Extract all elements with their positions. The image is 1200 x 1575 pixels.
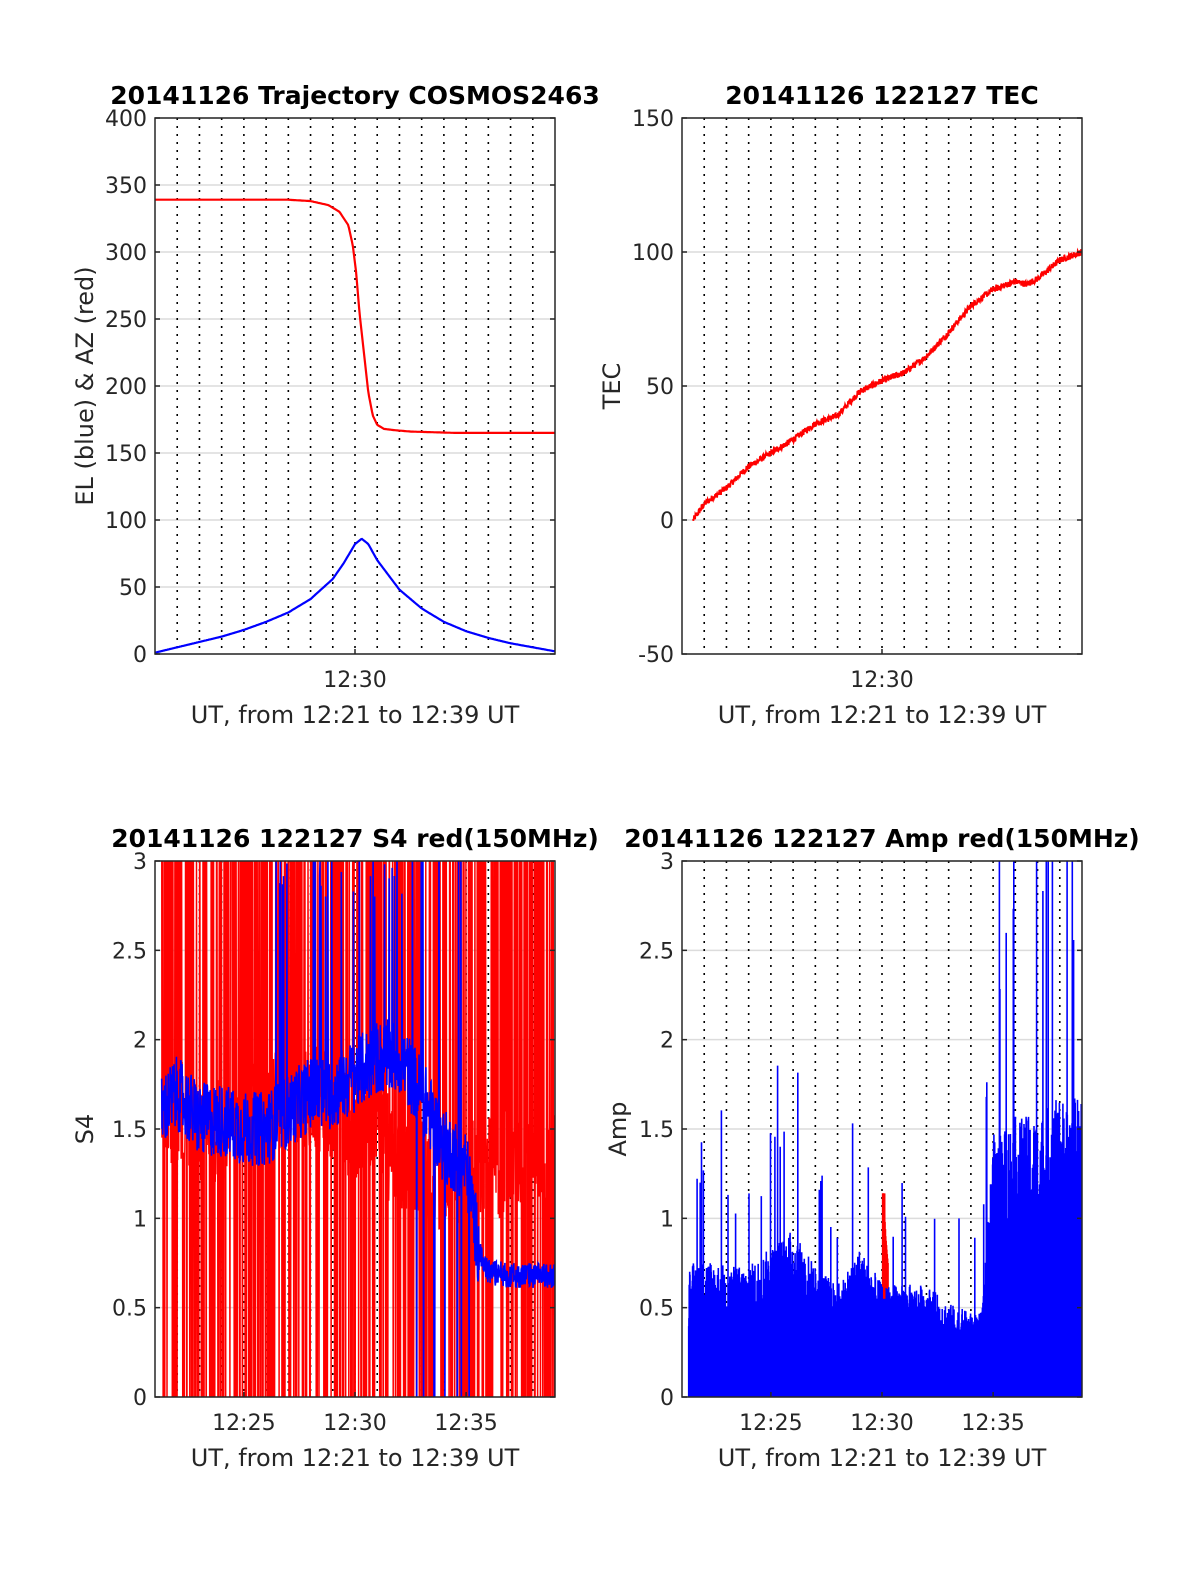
y-tick-label: 1: [660, 1207, 674, 1232]
series-line-red: [692, 247, 1082, 521]
y-tick-label: -50: [638, 643, 674, 668]
y-tick-label: 100: [105, 509, 147, 534]
y-axis-label: S4: [71, 1114, 99, 1145]
series-line-blue: [160, 861, 555, 1397]
series-line-blue: [687, 861, 1082, 1397]
y-tick-label: 100: [632, 241, 674, 266]
y-tick-label: 3: [660, 850, 674, 875]
y-axis-label: TEC: [598, 363, 626, 411]
data-area: [687, 861, 1082, 1397]
y-tick-label: 0: [133, 643, 147, 668]
y-tick-label: 2: [133, 1029, 147, 1054]
chart-title: 20141126 122127 S4 red(150MHz): [111, 824, 599, 853]
y-tick-label: 0: [660, 509, 674, 534]
y-axis-label: Amp: [604, 1101, 632, 1156]
y-tick-label: 200: [105, 375, 147, 400]
x-tick-label: 12:30: [850, 1411, 913, 1436]
x-tick-label: 12:25: [212, 1411, 275, 1436]
chart-panel-3: 0 0.5 1 1.5 2 2.5 3 12:25 12:30 12:35 20141126 122…: [71, 824, 599, 1472]
series-line-blue: [155, 537, 555, 654]
y-tick-label: 400: [105, 107, 147, 132]
y-tick-label: 150: [632, 107, 674, 132]
y-tick-label: 0: [660, 1386, 674, 1411]
x-tick-label: 12:30: [323, 1411, 386, 1436]
y-tick-label: 1.5: [112, 1118, 147, 1143]
x-axis-label: UT, from 12:21 to 12:39 UT: [718, 1444, 1047, 1472]
y-tick-label: 0.5: [112, 1297, 147, 1322]
y-tick-label: 1.5: [639, 1118, 674, 1143]
chart-title: 20141126 122127 TEC: [725, 81, 1038, 110]
y-tick-label: 300: [105, 241, 147, 266]
x-tick-label: 12:30: [850, 668, 913, 693]
data-area: [160, 861, 555, 1397]
x-tick-label: 12:35: [434, 1411, 497, 1436]
x-tick-label: 12:30: [323, 668, 386, 693]
x-tick-label: 12:25: [739, 1411, 802, 1436]
y-tick-label: 350: [105, 174, 147, 199]
y-tick-label: 0: [133, 1386, 147, 1411]
series-line-red: [155, 198, 555, 434]
chart-panel-2: -50 0 50 100 150 12:30 20141126 122127 TEC UT, …: [598, 81, 1083, 729]
data-area: [155, 198, 555, 654]
y-tick-label: 50: [646, 375, 674, 400]
y-tick-label: 150: [105, 442, 147, 467]
data-area: [692, 247, 1082, 521]
y-tick-label: 2.5: [112, 939, 147, 964]
y-axis-label: EL (blue) & AZ (red): [71, 266, 99, 505]
y-tick-label: 1: [133, 1207, 147, 1232]
chart-title: 20141126 122127 Amp red(150MHz): [624, 824, 1140, 853]
y-tick-label: 3: [133, 850, 147, 875]
chart-panel-4: 0 0.5 1 1.5 2 2.5 3 12:25 12:30 12:35 20141126 122…: [604, 824, 1140, 1472]
chart-title: 20141126 Trajectory COSMOS2463: [110, 81, 600, 110]
chart-panel-1: 0 50 100 150 200 250 300 350 400 12:30 20141126 Tr…: [71, 81, 600, 729]
y-tick-label: 2: [660, 1029, 674, 1054]
x-axis-label: UT, from 12:21 to 12:39 UT: [718, 701, 1047, 729]
x-axis-label: UT, from 12:21 to 12:39 UT: [191, 1444, 520, 1472]
y-tick-label: 2.5: [639, 939, 674, 964]
y-tick-label: 250: [105, 308, 147, 333]
y-tick-label: 50: [119, 576, 147, 601]
y-tick-label: 0.5: [639, 1297, 674, 1322]
x-axis-label: UT, from 12:21 to 12:39 UT: [191, 701, 520, 729]
x-tick-label: 12:35: [961, 1411, 1024, 1436]
